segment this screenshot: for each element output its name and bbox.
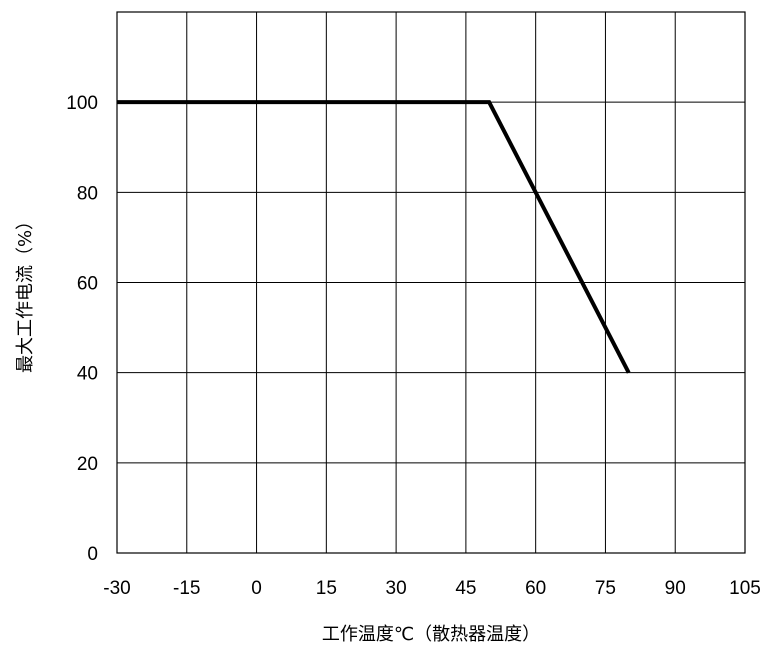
x-tick-label: 105	[729, 578, 761, 599]
y-tick-label: 80	[77, 183, 98, 204]
plot-area-frame	[116, 11, 746, 554]
series-line	[117, 100, 631, 374]
x-tick-label: 60	[525, 578, 546, 599]
series-layer	[117, 100, 631, 374]
x-tick-label: 15	[316, 578, 337, 599]
y-tick-labels: 0 20 40 60 80 100	[66, 93, 98, 565]
y-tick-label: 100	[66, 93, 98, 114]
x-tick-label: 45	[455, 578, 476, 599]
y-axis-title: 最大工作电流（%）	[15, 212, 36, 373]
x-tick-label: 90	[665, 578, 686, 599]
x-tick-label: -30	[103, 578, 130, 599]
x-axis-title: 工作温度℃（散热器温度）	[322, 624, 540, 645]
y-tick-label: 0	[87, 544, 98, 565]
x-tick-label: 75	[595, 578, 616, 599]
y-tick-label: 20	[77, 454, 98, 475]
x-tick-labels: -30 -15 0 15 30 45 60 75 90 105	[103, 578, 761, 599]
x-tick-label: 30	[386, 578, 407, 599]
x-tick-label: -15	[173, 578, 200, 599]
y-tick-label: 60	[77, 274, 98, 295]
y-tick-label: 40	[77, 364, 98, 385]
x-tick-label: 0	[251, 578, 262, 599]
